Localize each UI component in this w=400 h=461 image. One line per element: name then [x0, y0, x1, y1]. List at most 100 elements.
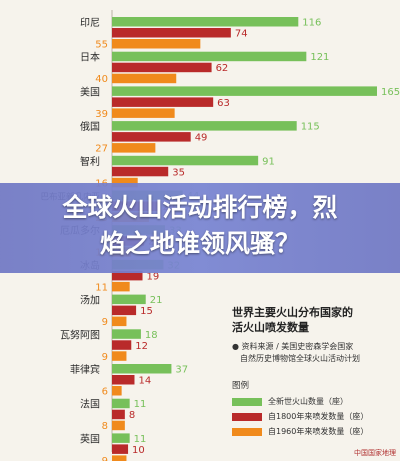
banner-title-line1: 全球火山活动排行榜，烈 [62, 193, 338, 222]
category-label: 智利 [80, 155, 100, 168]
bar-since-1960 [112, 39, 201, 49]
category-label: 美国 [80, 85, 100, 98]
bar-since-1800 [112, 340, 132, 350]
bar-since-1960 [112, 108, 175, 118]
bar-since-1800 [112, 444, 129, 454]
data-label-since-1800: 19 [147, 271, 160, 282]
data-label-holocene: 115 [301, 122, 320, 133]
category-label: 菲律宾 [70, 363, 100, 376]
category-label: 俄国 [80, 121, 100, 133]
data-label-since-1960: 9 [102, 456, 108, 461]
bar-holocene [112, 364, 172, 374]
legend: 世界主要火山分布国家的 活火山喷发数量 ● 资料来源 / 美国史密森学会国家 自… [232, 305, 392, 439]
legend-label-holocene: 全新世火山数量（座） [268, 397, 348, 406]
data-label-since-1960: 9 [102, 352, 108, 363]
legend-swatch-green [232, 397, 262, 406]
watermark-logo: 中国国家地理 [354, 449, 396, 457]
legend-label-since-1960: 自1960年来喷发数量（座） [268, 427, 369, 436]
data-label-holocene: 11 [134, 399, 147, 410]
bar-since-1800 [112, 28, 231, 38]
data-label-since-1800: 74 [235, 29, 248, 40]
bar-since-1960 [112, 177, 138, 188]
data-label-holocene: 37 [175, 365, 188, 376]
data-label-since-1960: 27 [95, 144, 108, 155]
bar-holocene [112, 155, 259, 166]
data-label-since-1800: 10 [132, 445, 145, 456]
legend-title-line1: 世界主要火山分布国家的 [232, 306, 353, 319]
category-group: 日本 121 62 40 [80, 51, 329, 85]
source-note-line1: ● 资料来源 / 美国史密森学会国家 [232, 342, 354, 351]
data-label-since-1800: 12 [135, 341, 148, 352]
category-label: 法国 [80, 398, 100, 411]
data-label-since-1960: 11 [95, 282, 108, 293]
source-note: ● 资料来源 / 美国史密森学会国家 自然历史博物馆全球火山活动计划 [232, 341, 392, 365]
bar-since-1960 [112, 455, 127, 461]
data-label-holocene: 21 [150, 295, 163, 306]
legend-swatch-orange [232, 427, 262, 436]
bar-since-1800 [112, 166, 169, 177]
data-label-since-1960: 55 [95, 40, 108, 51]
legend-title-line2: 活火山喷发数量 [232, 321, 309, 334]
bar-since-1800 [112, 270, 143, 281]
legend-item-since-1960: 自1960年来喷发数量（座） [232, 424, 392, 439]
data-label-holocene: 121 [310, 52, 329, 63]
bar-holocene [112, 121, 297, 131]
category-group: 菲律宾 37 14 6 [70, 363, 188, 398]
bar-holocene [112, 433, 130, 443]
category-label: 汤加 [80, 294, 100, 307]
category-label: 瓦努阿图 [60, 328, 100, 341]
data-label-since-1800: 49 [195, 133, 208, 144]
bar-holocene [112, 17, 299, 27]
data-label-since-1800: 8 [129, 410, 135, 421]
bar-holocene [112, 329, 141, 339]
bar-since-1800 [112, 409, 125, 420]
bar-holocene [112, 86, 377, 96]
category-label: 印尼 [80, 17, 100, 29]
bar-since-1960 [112, 351, 127, 361]
bar-holocene [112, 398, 130, 409]
data-label-holocene: 18 [145, 330, 158, 341]
banner-title-line2: 焰之地谁领风骚？ [99, 229, 300, 258]
category-group: 美国 165 63 39 [80, 85, 400, 120]
bar-since-1960 [112, 316, 127, 327]
bar-since-1800 [112, 305, 137, 316]
data-label-since-1960: 39 [95, 109, 108, 120]
data-label-since-1800: 62 [216, 63, 229, 74]
banner-title: 全球火山活动排行榜，烈 焰之地谁领风骚？ [0, 190, 400, 262]
legend-swatch-red [232, 412, 262, 421]
bar-since-1800 [112, 62, 212, 73]
data-label-holocene: 165 [381, 87, 400, 98]
legend-heading: 图例 [232, 381, 250, 391]
data-label-since-1960: 9 [102, 317, 108, 328]
legend-label-since-1800: 自1800年来喷发数量（座） [268, 412, 369, 421]
data-label-since-1960: 40 [95, 74, 108, 85]
bar-holocene [112, 294, 146, 305]
legend-item-holocene: 全新世火山数量（座） [232, 394, 392, 409]
bar-since-1960 [112, 143, 156, 153]
data-label-since-1800: 63 [217, 98, 230, 109]
bar-since-1800 [112, 97, 214, 107]
bar-since-1800 [112, 375, 135, 385]
data-label-since-1800: 15 [140, 306, 153, 317]
legend-item-since-1800: 自1800年来喷发数量（座） [232, 409, 392, 424]
bar-since-1960 [112, 420, 125, 431]
data-label-since-1960: 8 [102, 421, 108, 432]
data-label-since-1800: 35 [172, 167, 185, 178]
bar-since-1960 [112, 73, 177, 84]
category-label: 日本 [80, 51, 100, 64]
data-label-since-1800: 14 [138, 376, 151, 387]
data-label-holocene: 116 [302, 18, 321, 29]
category-label: 英国 [80, 432, 100, 445]
bar-since-1800 [112, 132, 191, 142]
category-group: 俄国 115 49 27 [80, 121, 320, 155]
source-note-line2: 自然历史博物馆全球火山活动计划 [240, 354, 360, 363]
category-group: 印尼 116 74 55 [80, 17, 321, 51]
data-label-holocene: 91 [262, 156, 275, 167]
bar-since-1960 [112, 281, 130, 292]
data-label-holocene: 11 [134, 434, 147, 445]
